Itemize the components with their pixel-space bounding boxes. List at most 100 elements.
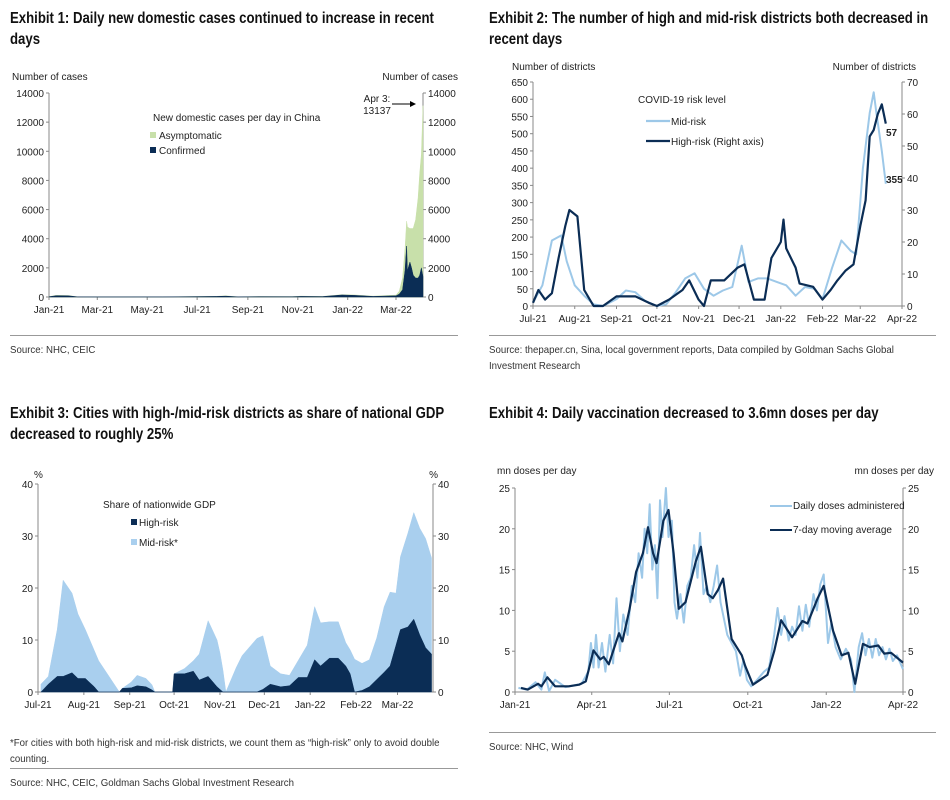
arrow-head-icon <box>410 101 416 107</box>
chart-1-right-tick-label: 8000 <box>428 176 451 187</box>
chart-4-left-tick-label: 20 <box>499 525 511 536</box>
chart-2-left-tick-label: 450 <box>511 147 528 158</box>
chart-3-area-mid-risk- <box>40 511 432 693</box>
chart-1-legend-swatch-confirmed <box>150 147 156 153</box>
chart-4-left-tick-label: 5 <box>504 647 510 658</box>
chart-3-left-tick-label: 20 <box>22 584 34 595</box>
chart-2-right-tick-label: 0 <box>907 302 913 313</box>
divider <box>10 335 458 336</box>
chart-1-right-tick-label: 2000 <box>428 264 451 275</box>
chart-3-right-tick-label: 30 <box>438 532 450 543</box>
exhibit-4-source: Source: NHC, Wind <box>489 741 574 753</box>
chart-3-left-tick-label: 30 <box>22 532 34 543</box>
chart-4-right-tick-label: 5 <box>908 647 914 658</box>
chart-4-right-tick-label: 10 <box>908 606 920 617</box>
exhibit-1-source: Source: NHC, CEIC <box>10 344 96 356</box>
chart-2-left-axis-label: Number of districts <box>512 62 595 73</box>
chart-2-x-tick-label: Jan-22 <box>766 314 797 325</box>
chart-3-x-tick-label: Jul-21 <box>24 700 52 711</box>
chart-1-annotation-value: 13137 <box>363 106 391 117</box>
chart-1-left-tick-label: 6000 <box>22 206 45 217</box>
chart-1-right-tick-label: 0 <box>428 293 434 304</box>
chart-1-left-tick-label: 2000 <box>22 264 45 275</box>
chart-4-x-tick-label: Jan-21 <box>500 700 531 711</box>
chart-3-left-axis-label: % <box>34 470 43 481</box>
chart-1-legend-confirmed: Confirmed <box>159 146 205 157</box>
chart-3-x-tick-label: Dec-21 <box>248 700 281 711</box>
chart-2-left-tick-label: 550 <box>511 112 528 123</box>
chart-4-x-tick-label: Apr-22 <box>888 700 918 711</box>
chart-2-right-tick-label: 50 <box>907 142 919 153</box>
chart-1-left-tick-label: 8000 <box>22 176 45 187</box>
chart-4-x-tick-label: Jul-21 <box>656 700 684 711</box>
chart-3-legend-swatch-high-risk <box>131 519 137 525</box>
chart-2-right-tick-label: 60 <box>907 110 919 121</box>
chart-4-left-tick-label: 0 <box>504 688 510 699</box>
chart-2-right-tick-label: 30 <box>907 206 919 217</box>
chart-1-area-confirmed <box>48 245 424 298</box>
chart-3-x-tick-label: Sep-21 <box>114 700 147 711</box>
chart-2-x-tick-label: Mar-22 <box>844 314 876 325</box>
chart-1-left-tick-label: 12000 <box>16 118 44 129</box>
chart-3-legend-high-risk: High-risk <box>139 518 179 529</box>
chart-2-right-tick-label: 20 <box>907 238 919 249</box>
chart-1-x-tick-label: Mar-22 <box>380 305 412 316</box>
chart-4-left-axis-label: mn doses per day <box>497 466 577 477</box>
chart-2-left-tick-label: 50 <box>517 285 529 296</box>
chart-2-left-tick-label: 500 <box>511 130 528 141</box>
chart-2-legend-mid-risk: Mid-risk <box>671 117 707 128</box>
chart-1-x-tick-label: Sep-21 <box>232 305 265 316</box>
chart-2-left-tick-label: 300 <box>511 199 528 210</box>
divider <box>489 335 936 336</box>
chart-2-line-mid-risk <box>532 91 887 307</box>
chart-1-right-tick-label: 10000 <box>428 147 456 158</box>
chart-2-right-tick-label: 10 <box>907 270 919 281</box>
chart-2-left-tick-label: 250 <box>511 216 528 227</box>
chart-3-right-tick-label: 0 <box>438 688 444 699</box>
chart-1-left-tick-label: 4000 <box>22 235 45 246</box>
chart-1-right-tick-label: 6000 <box>428 206 451 217</box>
chart-1-x-tick-label: Jan-22 <box>332 305 363 316</box>
chart-2-x-tick-label: Dec-21 <box>723 314 756 325</box>
chart-1-right-tick-label: 4000 <box>428 235 451 246</box>
chart-1-x-tick-label: Nov-21 <box>282 305 315 316</box>
chart-2-x-tick-label: Sep-21 <box>600 314 633 325</box>
chart-3-legend-title: Share of nationwide GDP <box>103 500 216 511</box>
chart-1-legend-asymptomatic: Asymptomatic <box>159 131 222 142</box>
chart-1-x-tick-label: Jul-21 <box>184 305 212 316</box>
chart-3-x-tick-label: Aug-21 <box>68 700 101 711</box>
divider <box>10 768 458 769</box>
chart-3-area-high-risk <box>40 618 432 693</box>
chart-1-x-tick-label: Mar-21 <box>81 305 113 316</box>
chart-4-left-tick-label: 25 <box>499 484 511 495</box>
chart-2-left-tick-label: 600 <box>511 95 528 106</box>
chart-1-left-tick-label: 10000 <box>16 147 44 158</box>
chart-3-right-tick-label: 20 <box>438 584 450 595</box>
chart-3-right-axis-label: % <box>429 470 438 481</box>
chart-4-x-tick-label: Jan-22 <box>811 700 842 711</box>
chart-2-end-label-high-risk: 57 <box>886 128 898 139</box>
chart-2-x-tick-label: Feb-22 <box>807 314 839 325</box>
chart-3-right-tick-label: 10 <box>438 636 450 647</box>
chart-2-left-tick-label: 200 <box>511 233 528 244</box>
chart-1-annotation-date: Apr 3: <box>364 94 391 105</box>
chart-4-right-tick-label: 15 <box>908 566 920 577</box>
chart-1-right-tick-label: 14000 <box>428 89 456 100</box>
chart-3-x-tick-label: Nov-21 <box>204 700 237 711</box>
chart-2-left-tick-label: 650 <box>511 78 528 89</box>
chart-2-line-high-risk-right-axis <box>531 103 887 308</box>
chart-2-x-tick-label: Jul-21 <box>519 314 547 325</box>
chart-3-x-tick-label: Mar-22 <box>382 700 414 711</box>
chart-1-left-tick-label: 14000 <box>16 89 44 100</box>
chart-3-legend-swatch-mid-risk <box>131 539 137 545</box>
chart-2-x-tick-label: Oct-21 <box>642 314 672 325</box>
chart-2-left-tick-label: 150 <box>511 250 528 261</box>
chart-2-right-tick-label: 70 <box>907 78 919 89</box>
chart-2-left-tick-label: 350 <box>511 181 528 192</box>
chart-1-area-asymptomatic <box>48 105 424 298</box>
divider <box>489 732 936 733</box>
chart-3-left-tick-label: 10 <box>22 636 34 647</box>
chart-3-right-tick-label: 40 <box>438 480 450 491</box>
chart-4-left-tick-label: 10 <box>499 606 511 617</box>
